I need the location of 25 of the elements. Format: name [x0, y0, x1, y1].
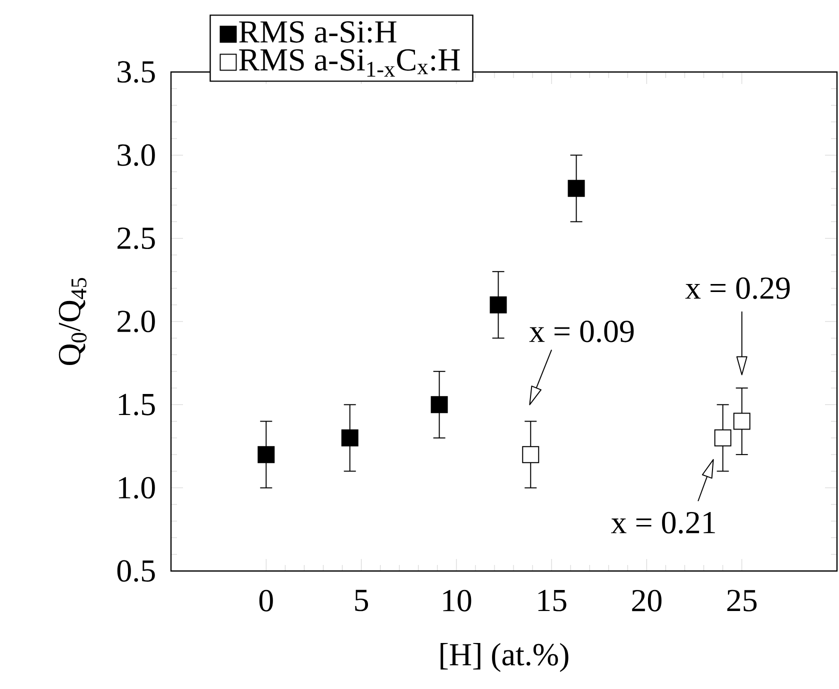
y-tick-label: 3.0 — [118, 144, 155, 166]
annotation: x = 0.09 — [529, 320, 634, 342]
y-tick-label: 3.5 — [118, 61, 155, 83]
point — [568, 180, 585, 197]
point — [341, 429, 358, 446]
y-tick-label: 1.5 — [118, 394, 155, 416]
y-tick-label: 2.0 — [118, 310, 155, 332]
point — [430, 396, 448, 414]
annotation: x = 0.29 — [685, 277, 790, 300]
x-tick-label: 5 — [355, 590, 368, 612]
y-axis-title: Q$_{0}$/Q$_{45}$ — [58, 278, 87, 366]
y-tick-label: 2.5 — [118, 228, 155, 250]
legend-label: RMS a-Si:H — [239, 21, 396, 43]
x-tick-label: 10 — [443, 590, 472, 612]
x-tick-label: 25 — [727, 590, 757, 612]
x-tick-label: 15 — [538, 590, 566, 612]
x-tick-label: 20 — [632, 590, 662, 612]
point — [258, 446, 275, 464]
legend-label: RMS a-Si$_{1-x}$C$_{x}$:H — [239, 49, 460, 77]
x-axis-title: [H] (at.%) — [440, 643, 568, 672]
point — [490, 296, 507, 314]
annotation: x = 0.21 — [611, 512, 715, 534]
x-tick-label: 0 — [259, 590, 273, 612]
y-tick-label: 0.5 — [117, 560, 155, 582]
y-tick-label: 1.0 — [118, 476, 155, 499]
